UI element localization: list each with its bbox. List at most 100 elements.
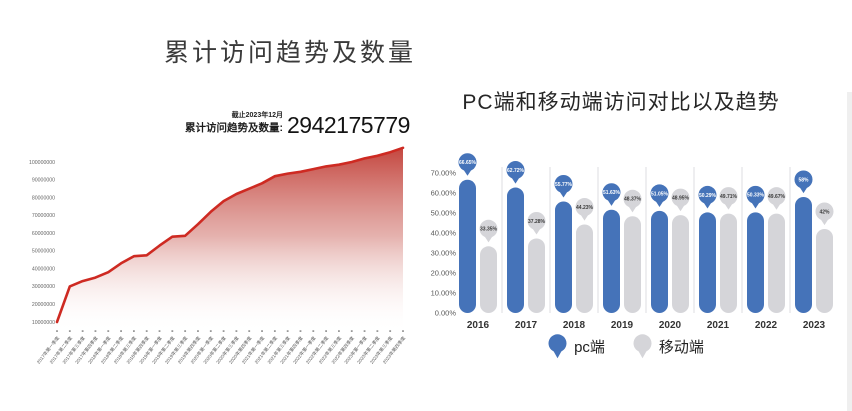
area-fill (57, 147, 403, 331)
legend-item-mobile: 移动端 (633, 334, 704, 359)
year-label: 2018 (563, 320, 586, 331)
balloon-tail (607, 199, 616, 206)
bar-pc-2017 (507, 187, 524, 313)
left-y-tick-label: 30000000 (32, 284, 55, 290)
left-y-tick-label: 100000000 (29, 160, 55, 166)
balloon-marker (479, 219, 498, 238)
balloon-tail (580, 214, 589, 221)
bar-mobile-2020 (672, 215, 689, 313)
x-tick-mark (248, 330, 251, 332)
x-tick-mark (132, 330, 135, 332)
window-edge (847, 92, 852, 411)
balloon-value-label: 49.71% (720, 194, 738, 200)
mobile-balloon-icon (633, 334, 652, 359)
year-label: 2021 (707, 320, 730, 331)
year-label: 2017 (515, 320, 538, 331)
bar-mobile-2018 (576, 224, 593, 313)
balloon-marker (575, 198, 594, 217)
x-tick-mark (261, 330, 263, 332)
balloon-value-label: 33.35% (480, 227, 498, 233)
year-label: 2022 (755, 320, 778, 331)
cumulative-total-value: 2942175779 (287, 112, 410, 138)
x-tick-mark (68, 330, 71, 332)
right-y-tick-label: 0.00% (435, 309, 457, 318)
x-tick-mark (350, 330, 353, 332)
x-tick-mark (120, 330, 122, 332)
bar-pc-2022 (747, 212, 764, 313)
bar-mobile-2016 (480, 246, 497, 313)
year-label: 2016 (467, 320, 490, 331)
x-tick-mark (171, 330, 174, 332)
balloon-marker (794, 170, 813, 189)
as-of-date: 截止2023年12月 (231, 112, 283, 119)
balloon-value-label: 37.28% (528, 219, 546, 225)
balloon-marker (623, 189, 642, 208)
balloon-value-label: 50.33% (747, 193, 765, 199)
balloon-tail (820, 218, 829, 226)
balloon-marker (527, 211, 546, 230)
left-y-tick-label: 60000000 (32, 231, 55, 237)
pc-mobile-bar-chart: 70.00% 60.00% 50.00% 40.00% 30.00% 20.00% 10.0… (431, 153, 834, 331)
x-tick-mark (338, 330, 340, 332)
bar-pc-2016 (459, 179, 476, 313)
bar-mobile-2022 (768, 213, 785, 313)
bar-mobile-2017 (528, 238, 545, 313)
right-y-tick-label: 70.00% (431, 169, 457, 178)
x-tick-mark (312, 330, 315, 332)
left-chart-title: 累计访问趋势及数量 (163, 39, 416, 67)
right-y-tick-label: 50.00% (431, 209, 457, 218)
balloon-marker (746, 185, 765, 204)
left-y-tick-label: 20000000 (32, 302, 55, 308)
balloon-tail (799, 186, 808, 194)
bar-mobile-2021 (720, 213, 737, 313)
left-y-tick-label: 90000000 (32, 178, 55, 184)
balloon-marker (815, 202, 834, 221)
left-y-tick-label: 80000000 (32, 195, 55, 201)
x-tick-mark (235, 330, 238, 332)
year-label: 2019 (611, 320, 634, 331)
x-tick-mark (56, 330, 58, 332)
balloon-tail (724, 203, 733, 210)
x-tick-mark (376, 330, 379, 332)
x-tick-mark (107, 330, 110, 332)
year-label: 2023 (803, 320, 826, 331)
x-tick-mark (145, 330, 148, 332)
balloon-value-label: 42% (819, 209, 830, 215)
chart-legend: pc端 移动端 (426, 334, 826, 359)
legend-item-pc: pc端 (548, 334, 605, 359)
balloon-tail (703, 201, 712, 209)
x-tick-mark (209, 330, 212, 332)
x-tick-mark (94, 330, 97, 332)
balloon-tail (463, 169, 472, 176)
bar-pc-2020 (651, 210, 668, 313)
balloon-tail (532, 227, 541, 235)
trend-line (55, 146, 405, 324)
left-y-tick-label: 50000000 (32, 249, 55, 255)
year-label: 2020 (659, 320, 682, 331)
balloon-value-label: 50.29% (699, 193, 717, 199)
left-y-tick-label: 70000000 (32, 213, 55, 219)
bar-pc-2018 (555, 201, 572, 313)
balloon-value-label: 44.23% (576, 205, 594, 211)
balloon-value-label: 51.05% (651, 191, 669, 197)
x-tick-mark (222, 330, 225, 332)
balloon-tail (559, 190, 568, 198)
balloon-value-label: 55.77% (555, 182, 573, 188)
x-tick-mark (402, 330, 404, 332)
bar-mobile-2019 (624, 216, 641, 313)
right-y-tick-label: 30.00% (431, 249, 457, 258)
balloon-value-label: 48.95% (672, 196, 690, 202)
left-y-tick-label: 40000000 (32, 266, 55, 272)
balloon-tail (655, 200, 664, 207)
cumulative-total-label: 累计访问趋势及数量: (185, 122, 283, 134)
balloon-marker (698, 185, 717, 204)
balloon-value-label: 66.65% (459, 160, 477, 166)
left-y-tick-label: 10000000 (32, 320, 55, 326)
balloon-marker (719, 187, 738, 206)
balloon-tail (676, 204, 685, 212)
right-chart-title: PC端和移动端访问对比以及趋势 (462, 91, 780, 114)
balloon-marker (767, 187, 786, 206)
balloon-tail (511, 177, 520, 184)
cumulative-area-chart: 100000000 90000000 80000000 70000000 6000000… (29, 146, 407, 365)
